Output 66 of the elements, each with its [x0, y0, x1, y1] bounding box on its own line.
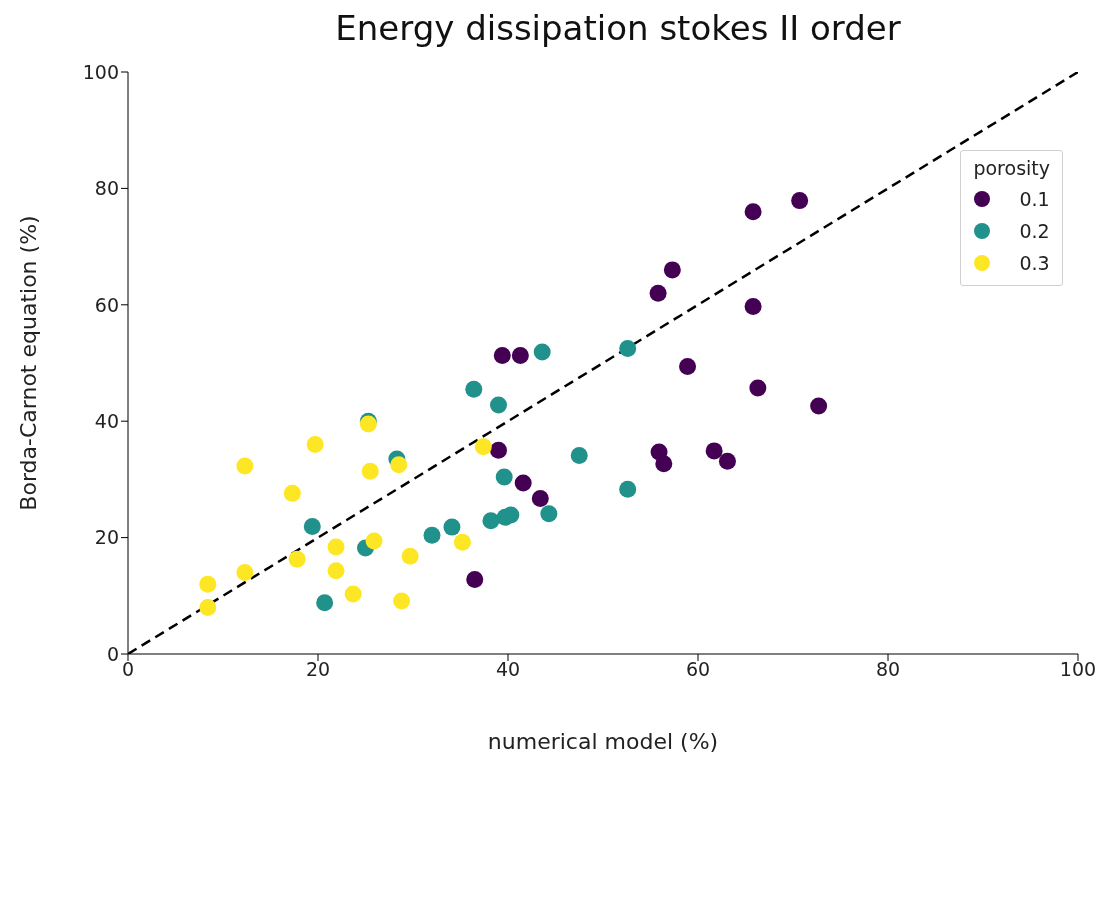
point	[570, 447, 588, 465]
point	[393, 592, 411, 610]
point	[199, 598, 217, 616]
point	[514, 474, 532, 492]
point	[474, 438, 492, 456]
legend-label: 0.3	[1019, 252, 1050, 274]
point	[511, 346, 529, 364]
y-tick-label: 100	[82, 60, 119, 83]
point	[663, 261, 681, 279]
legend-title: porosity	[973, 157, 1050, 179]
point	[365, 532, 383, 550]
point	[288, 550, 306, 568]
point	[390, 456, 408, 474]
x-tick-label: 80	[875, 658, 901, 681]
point	[744, 298, 762, 316]
point	[401, 547, 419, 565]
point	[490, 441, 507, 459]
point	[482, 512, 500, 530]
point	[655, 455, 673, 473]
point	[540, 505, 558, 523]
point	[495, 468, 513, 486]
point	[490, 396, 507, 414]
legend-label: 0.2	[1019, 220, 1050, 242]
point	[199, 575, 217, 593]
point	[236, 457, 254, 475]
point	[303, 518, 321, 536]
y-tick-label: 20	[94, 526, 119, 549]
y-axis-title: Borda-Carnot equation (%)	[15, 215, 41, 511]
y-tick-label: 40	[94, 409, 119, 432]
chart-title: Energy dissipation stokes II order	[334, 8, 902, 50]
point	[306, 435, 324, 453]
point	[705, 442, 723, 460]
point	[649, 284, 667, 302]
point	[744, 203, 762, 221]
point	[493, 346, 511, 364]
point	[679, 357, 697, 375]
point	[283, 484, 301, 502]
point	[443, 518, 461, 536]
x-tick-label: 60	[685, 658, 711, 681]
point	[810, 397, 828, 415]
x-tick-label: 20	[305, 658, 331, 681]
legend-label: 0.1	[1019, 188, 1050, 210]
point	[327, 538, 345, 556]
point	[423, 526, 441, 544]
point	[316, 594, 334, 612]
y-tick-label: 60	[94, 293, 119, 316]
point	[327, 562, 345, 580]
point	[619, 339, 637, 357]
point	[466, 571, 484, 588]
x-axis-title: numerical model (%)	[487, 729, 719, 754]
y-tick-label: 0	[106, 642, 119, 665]
point	[533, 343, 551, 361]
x-tick-label: 40	[495, 658, 521, 681]
point	[749, 379, 767, 397]
point	[619, 480, 637, 498]
y-tick-label: 80	[94, 177, 119, 200]
point	[531, 490, 549, 508]
point	[344, 585, 362, 603]
x-tick-label: 100	[1059, 658, 1097, 681]
x-tick-label: 0	[121, 658, 135, 681]
point	[791, 192, 809, 210]
point	[453, 533, 471, 551]
point	[236, 564, 254, 582]
point	[361, 462, 379, 480]
point	[465, 380, 483, 398]
point	[718, 452, 736, 470]
